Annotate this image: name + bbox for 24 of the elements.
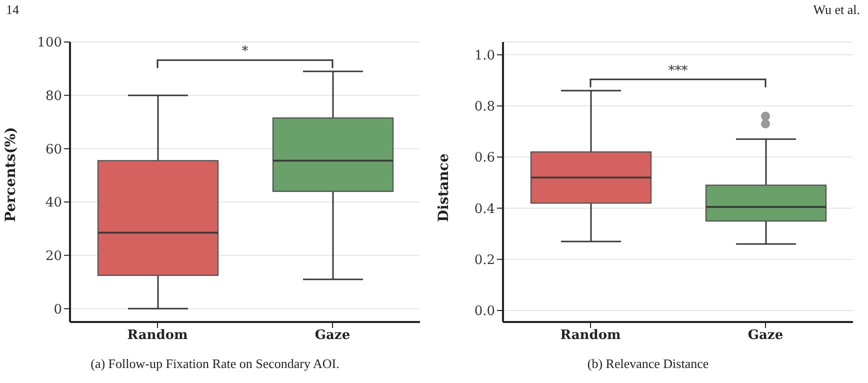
x-tick-label: Gaze <box>314 328 350 344</box>
x-tick-label: Random <box>127 328 188 344</box>
text: (b) Relevance Distance <box>586 356 710 372</box>
y-tick-label: 0.0 <box>474 304 495 320</box>
x-tick-label: Random <box>560 328 621 344</box>
y-tick-label: 100 <box>37 36 62 51</box>
text: 14 <box>6 2 19 18</box>
annotation: * <box>242 44 249 60</box>
y-tick-label: 0.4 <box>474 202 495 217</box>
y-tick-label: 80 <box>45 88 62 104</box>
y-tick-label: 0.6 <box>474 150 495 166</box>
y-tick-label: 0.2 <box>474 252 495 268</box>
y-tick-label: 0 <box>54 302 62 318</box>
y-axis-title: Percents(%) <box>2 127 19 222</box>
text: Wu et al. <box>813 2 860 18</box>
y-tick-label: 20 <box>45 248 62 264</box>
y-tick-label: 40 <box>45 196 62 211</box>
annotation: *** <box>668 63 688 78</box>
y-tick-label: 1.0 <box>474 48 495 64</box>
y-tick-label: 60 <box>45 142 62 158</box>
y-tick-label: 0.8 <box>474 100 495 115</box>
x-tick-label: Gaze <box>748 328 784 344</box>
text: (a) Follow-up Fixation Rate on Secondary AOI. <box>90 356 340 372</box>
y-axis-title: Distance <box>436 153 452 222</box>
